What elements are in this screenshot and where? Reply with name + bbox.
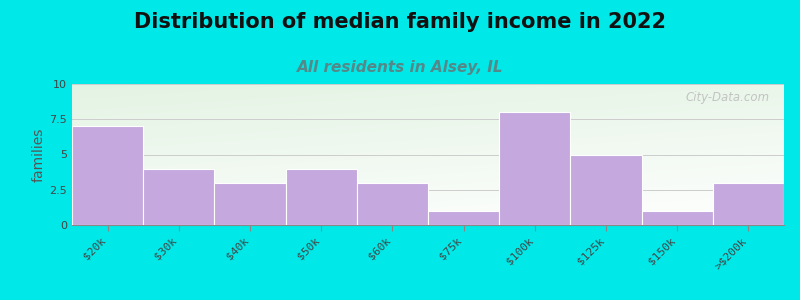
- Text: All residents in Alsey, IL: All residents in Alsey, IL: [297, 60, 503, 75]
- Bar: [72, 126, 143, 225]
- Bar: [286, 169, 357, 225]
- Bar: [143, 169, 214, 225]
- Bar: [214, 183, 286, 225]
- Text: City-Data.com: City-Data.com: [686, 91, 770, 104]
- Bar: [713, 183, 784, 225]
- Bar: [428, 211, 499, 225]
- Bar: [499, 112, 570, 225]
- Bar: [357, 183, 428, 225]
- Bar: [570, 154, 642, 225]
- Y-axis label: families: families: [31, 127, 46, 182]
- Bar: [642, 211, 713, 225]
- Text: Distribution of median family income in 2022: Distribution of median family income in …: [134, 12, 666, 32]
